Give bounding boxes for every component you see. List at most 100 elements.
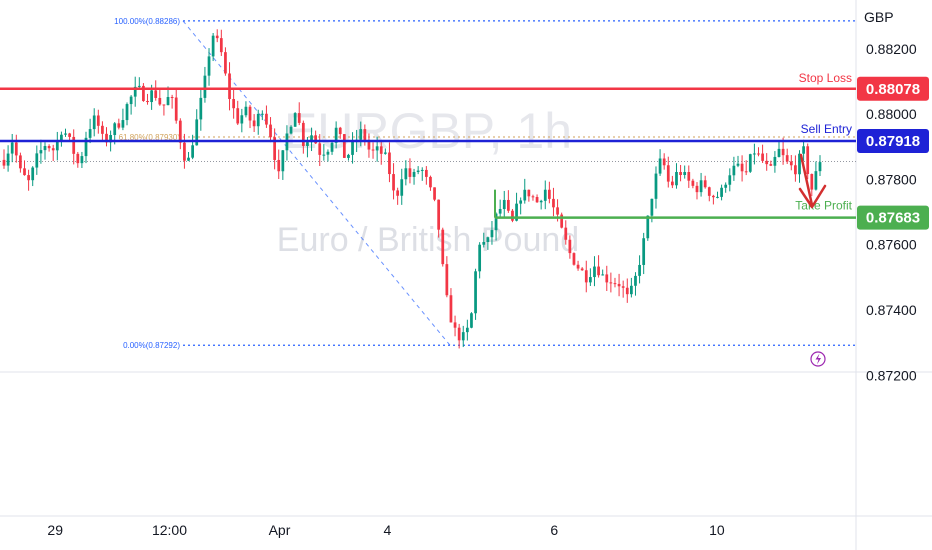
candle-body [342, 134, 346, 158]
candle-body [404, 168, 408, 180]
candle-body [203, 75, 207, 98]
price-axis[interactable]: 0.88200 0.88000 0.87800 0.87600 0.87400 0.872… [866, 41, 917, 383]
price-tick-label: 0.87400 [866, 302, 917, 318]
candle-body [236, 108, 240, 124]
candle-body [646, 215, 650, 239]
candle-body [539, 200, 543, 203]
candle-body [232, 99, 235, 109]
candle-body [433, 187, 436, 200]
candle-body [105, 133, 108, 143]
candle-body [691, 180, 695, 186]
candle-body [19, 155, 22, 169]
candle-body [244, 106, 248, 116]
candle-body [658, 158, 662, 174]
candle-body [150, 90, 153, 103]
candle-body [695, 185, 699, 193]
sell-entry-label: Sell Entry [801, 122, 852, 136]
candle-body [269, 124, 272, 138]
time-axis[interactable]: 29 12:00 Apr 4 6 10 [47, 522, 724, 538]
candle-body [748, 154, 752, 172]
candle-body [379, 146, 383, 154]
fib-retracement[interactable]: 100.00%(0.88286) 61.80%(0.87930) 0.00%(0… [114, 17, 856, 350]
candle-body [306, 142, 309, 146]
candle-body [265, 113, 268, 125]
candle-body [146, 100, 149, 103]
candle-body [662, 158, 666, 166]
candle-body [347, 154, 350, 158]
time-tick-label: 4 [383, 522, 391, 538]
candle-body [613, 283, 617, 285]
candle-body [601, 274, 605, 276]
candle-body [248, 106, 252, 121]
candle-body [523, 189, 527, 201]
candle-body [621, 286, 625, 288]
sell-entry-price-badge[interactable]: 0.87918 [857, 128, 929, 153]
candle-body [757, 153, 760, 155]
candle-body [527, 189, 531, 197]
candle-body [281, 150, 285, 172]
candle-body [810, 174, 814, 190]
candle-body [580, 268, 584, 271]
candle-body [129, 96, 133, 105]
candle-body [199, 97, 203, 120]
candle-body [322, 154, 326, 156]
down-arrow-annotation[interactable] [798, 153, 827, 209]
candle-body [740, 163, 744, 172]
price-tick-label: 0.87600 [866, 237, 917, 253]
candle-body [506, 199, 510, 211]
stop-loss-price-badge[interactable]: 0.88078 [857, 76, 929, 101]
candle-body [80, 156, 84, 164]
stop-loss-price: 0.88078 [866, 81, 920, 98]
candle-body [23, 168, 26, 176]
candle-body [531, 196, 535, 198]
candle-body [453, 322, 457, 328]
candle-body [712, 195, 715, 198]
candle-body [14, 142, 18, 156]
candle-body [334, 127, 338, 143]
candle-body [76, 153, 80, 164]
symbol-watermark: EURGBP, 1h [284, 103, 572, 159]
candle-body [593, 266, 596, 278]
candle-body [6, 153, 10, 166]
candle-body [478, 244, 482, 272]
candle-body [535, 197, 539, 203]
candle-body [207, 56, 211, 76]
candle-body [383, 152, 387, 154]
candle-body [35, 153, 39, 168]
take-profit-price-badge[interactable]: 0.87683 [857, 205, 929, 230]
candle-body [515, 203, 518, 221]
candle-body [470, 313, 473, 328]
candle-body [408, 168, 412, 177]
candle-body [252, 120, 256, 127]
candle-body [137, 85, 141, 87]
candle-body [31, 167, 35, 181]
candle-body [490, 230, 494, 238]
candle-body [683, 172, 687, 175]
candle-body [215, 35, 219, 39]
candle-body [642, 238, 646, 265]
candle-body [142, 85, 145, 101]
candle-body [326, 151, 330, 155]
candle-body [576, 264, 580, 269]
candle-body [191, 145, 194, 158]
candle-body [818, 162, 822, 172]
candle-body [158, 97, 162, 105]
candle-body [564, 227, 568, 240]
candle-body [560, 214, 564, 228]
take-profit-price: 0.87683 [866, 210, 920, 227]
time-tick-label: Apr [269, 522, 291, 538]
lightning-icon[interactable] [810, 351, 826, 367]
candle-body [675, 171, 678, 186]
candle-body [687, 172, 691, 181]
candle-body [72, 136, 76, 154]
candle-body [273, 137, 277, 160]
candle-body [794, 165, 797, 175]
candle-body [293, 113, 297, 127]
candle-body [679, 171, 682, 175]
candle-body [154, 90, 158, 98]
candle-body [228, 73, 231, 100]
candle-body [420, 169, 424, 171]
candle-body [630, 285, 633, 295]
candle-body [568, 239, 572, 254]
